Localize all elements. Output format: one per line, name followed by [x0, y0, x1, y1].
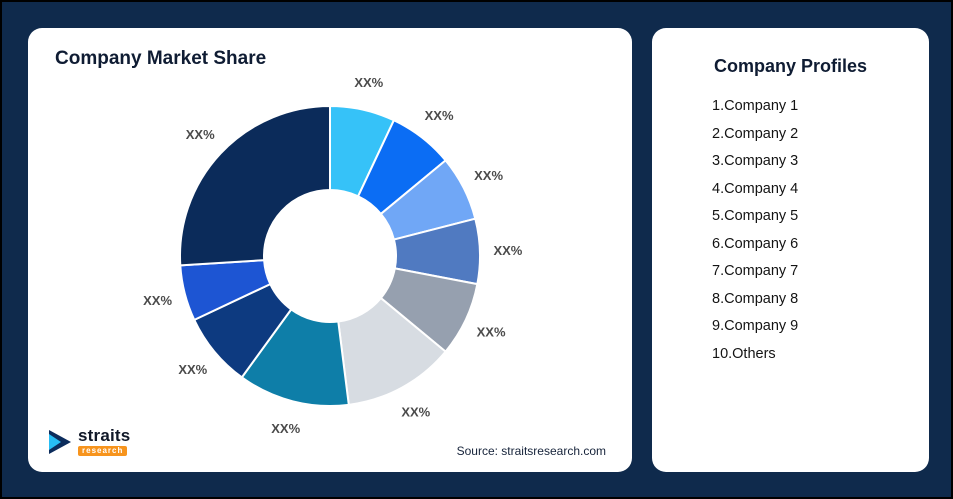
slice-label-8: XX% — [178, 362, 207, 377]
company-profile-item: 4.Company 4 — [712, 180, 799, 197]
company-profiles-card: Company Profiles 1.Company 1 2.Company 2 3… — [652, 28, 929, 472]
donut-slice-10 — [179, 105, 331, 267]
straits-research-logo: straits research — [48, 427, 130, 456]
straits-logo-icon — [49, 429, 71, 454]
slice-label-6: XX% — [401, 405, 430, 420]
company-profile-item: 1.Company 1 — [712, 98, 799, 114]
company-profile-item: 10.Others — [712, 345, 776, 362]
source-text: Source: straitsresearch.com — [456, 444, 606, 458]
company-profile-item: 3.Company 3 — [712, 153, 799, 169]
logo-text: straits research — [78, 427, 130, 456]
company-profile-item: 6.Company 6 — [712, 235, 799, 252]
donut-chart: XX% XX% XX% XX% XX% XX% XX% XX% XX% XX% — [143, 75, 523, 436]
slice-label-7: XX% — [271, 421, 300, 436]
slice-label-1: XX% — [354, 75, 383, 90]
company-profile-item: 7.Company 7 — [712, 263, 799, 279]
company-profiles-list: 1.Company 1 2.Company 2 3.Company 3 4.Compa… — [652, 93, 929, 368]
company-profile-item: 5.Company 5 — [712, 208, 799, 224]
logo-sub-text: research — [78, 446, 128, 456]
slice-label-10: XX% — [186, 127, 215, 142]
chart-title: Company Market Share — [55, 48, 267, 69]
company-profile-item: 9.Company 9 — [712, 318, 799, 334]
slice-label-5: XX% — [477, 324, 506, 339]
slice-label-4: XX% — [493, 243, 522, 258]
slice-label-2: XX% — [425, 108, 454, 123]
slice-label-3: XX% — [474, 168, 503, 183]
company-profile-item: 2.Company 2 — [712, 125, 799, 142]
company-profile-item: 8.Company 8 — [712, 290, 799, 307]
profiles-title: Company Profiles — [713, 56, 868, 76]
market-share-card: Company Market Share XX% XX% XX% XX% XX% XX% X… — [28, 28, 632, 472]
slice-label-9: XX% — [143, 293, 172, 308]
logo-brand-text: straits — [78, 426, 131, 445]
